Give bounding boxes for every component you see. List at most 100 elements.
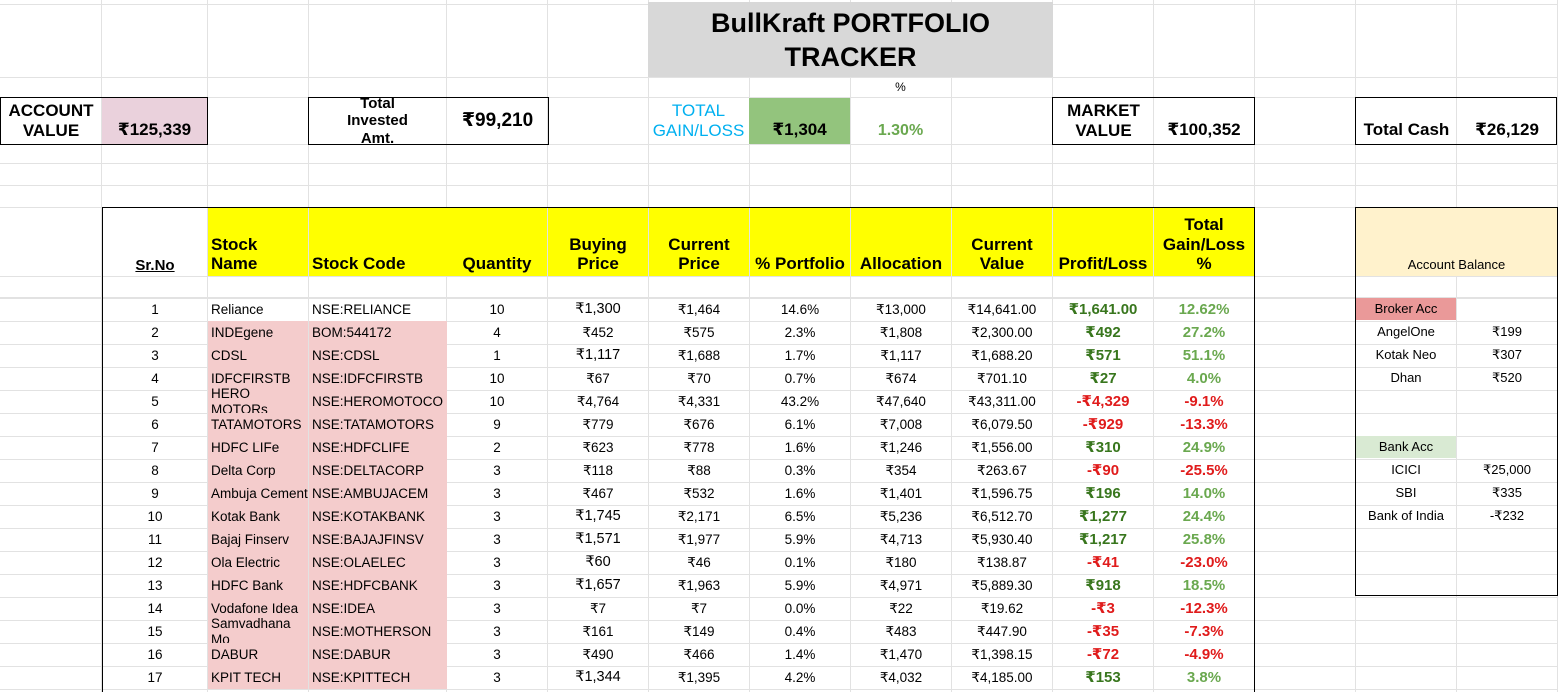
cell-port[interactable]: 6.5% bbox=[784, 508, 816, 524]
balance-name[interactable]: Dhan bbox=[1390, 370, 1422, 386]
cell-qty[interactable]: 3 bbox=[493, 623, 501, 639]
cell-name[interactable]: Bajaj Finserv bbox=[208, 528, 308, 551]
cell-curval[interactable]: ₹19.62 bbox=[980, 600, 1024, 616]
cell-gl[interactable]: -25.5% bbox=[1180, 461, 1228, 479]
cell-cur[interactable]: ₹1,977 bbox=[677, 531, 721, 547]
cell-alloc[interactable]: ₹674 bbox=[885, 370, 917, 386]
cell-curval[interactable]: ₹2,300.00 bbox=[971, 324, 1033, 340]
cell-gl[interactable]: -4.9% bbox=[1184, 645, 1224, 663]
total-invested-value[interactable]: ₹99,210 bbox=[461, 110, 534, 132]
cell-qty[interactable]: 3 bbox=[493, 462, 501, 478]
cell-cur[interactable]: ₹149 bbox=[683, 623, 715, 639]
cell-name[interactable]: TATAMOTORS bbox=[208, 413, 308, 436]
cell-name[interactable]: Vodafone Idea bbox=[208, 597, 308, 620]
cell-qty[interactable]: 4 bbox=[493, 324, 501, 340]
cell-port[interactable]: 0.1% bbox=[784, 554, 816, 570]
cell-cur[interactable]: ₹532 bbox=[683, 485, 715, 501]
cell-cur[interactable]: ₹2,171 bbox=[677, 508, 721, 524]
cell-sr[interactable]: 8 bbox=[151, 462, 159, 478]
cell-code[interactable]: NSE:RELIANCE bbox=[312, 301, 412, 317]
market-value[interactable]: ₹100,352 bbox=[1167, 120, 1241, 140]
cell-port[interactable]: 1.4% bbox=[784, 646, 816, 662]
cell-code[interactable]: NSE:AMBUJACEM bbox=[309, 482, 447, 505]
cell-name[interactable]: DABUR bbox=[208, 643, 308, 666]
balance-value[interactable]: ₹199 bbox=[1492, 324, 1522, 340]
cell-name[interactable]: Reliance bbox=[211, 301, 264, 317]
cell-buy[interactable]: ₹118 bbox=[582, 462, 614, 478]
cell-sr[interactable]: 9 bbox=[151, 485, 159, 501]
cell-sr[interactable]: 16 bbox=[147, 646, 163, 662]
cell-curval[interactable]: ₹263.67 bbox=[977, 462, 1027, 478]
cell-name[interactable]: HERO MOTORs bbox=[208, 386, 308, 417]
cell-cur[interactable]: ₹1,395 bbox=[677, 669, 721, 685]
cell-code[interactable]: NSE:DELTACORP bbox=[309, 459, 447, 482]
cell-sr[interactable]: 2 bbox=[151, 324, 159, 340]
cell-name[interactable]: Ambuja Cement bbox=[208, 482, 308, 505]
cell-alloc[interactable]: ₹483 bbox=[885, 623, 917, 639]
cell-gl[interactable]: 12.62% bbox=[1178, 300, 1230, 318]
total-gain-percent[interactable]: 1.30% bbox=[877, 121, 924, 139]
cell-name[interactable]: Samvadhana Mo bbox=[208, 616, 308, 647]
cell-pl[interactable]: ₹571 bbox=[1085, 346, 1121, 364]
cell-cur[interactable]: ₹1,963 bbox=[677, 577, 721, 593]
cell-qty[interactable]: 3 bbox=[493, 600, 501, 616]
cell-pl[interactable]: ₹1,641.00 bbox=[1068, 300, 1138, 318]
cell-buy[interactable]: ₹4,764 bbox=[576, 393, 620, 409]
cell-qty[interactable]: 3 bbox=[493, 554, 501, 570]
cell-name[interactable]: KPIT TECH bbox=[208, 666, 308, 689]
cell-port[interactable]: 2.3% bbox=[784, 324, 816, 340]
balance-value[interactable]: ₹25,000 bbox=[1482, 462, 1532, 478]
cell-alloc[interactable]: ₹354 bbox=[885, 462, 917, 478]
cell-buy[interactable]: ₹1,117 bbox=[575, 347, 621, 364]
balance-value[interactable]: ₹307 bbox=[1492, 347, 1522, 363]
cell-buy[interactable]: ₹623 bbox=[582, 439, 614, 455]
cell-gl[interactable]: 24.9% bbox=[1182, 438, 1226, 456]
cell-sr[interactable]: 4 bbox=[151, 370, 159, 386]
cell-code[interactable]: NSE:MOTHERSON bbox=[309, 620, 447, 643]
cell-port[interactable]: 0.3% bbox=[784, 462, 816, 478]
cell-pl[interactable]: ₹918 bbox=[1085, 576, 1121, 594]
cell-sr[interactable]: 1 bbox=[151, 301, 159, 317]
balance-value[interactable]: ₹335 bbox=[1492, 485, 1522, 501]
cell-pl[interactable]: -₹41 bbox=[1086, 553, 1120, 571]
cell-sr[interactable]: 12 bbox=[147, 554, 163, 570]
cell-gl[interactable]: 24.4% bbox=[1182, 507, 1226, 525]
cell-sr[interactable]: 17 bbox=[147, 669, 163, 685]
cell-gl[interactable]: 4.0% bbox=[1186, 369, 1222, 387]
cell-qty[interactable]: 10 bbox=[489, 370, 505, 386]
cell-port[interactable]: 43.2% bbox=[780, 393, 820, 409]
cell-sr[interactable]: 11 bbox=[147, 531, 162, 547]
cell-cur[interactable]: ₹1,464 bbox=[677, 301, 721, 317]
cell-pl[interactable]: ₹153 bbox=[1085, 668, 1121, 686]
cell-code[interactable]: NSE:IDEA bbox=[309, 597, 447, 620]
cell-name[interactable]: HDFC Bank bbox=[208, 574, 308, 597]
cell-code[interactable]: NSE:TATAMOTORS bbox=[309, 413, 447, 436]
cell-cur[interactable]: ₹575 bbox=[683, 324, 715, 340]
cell-curval[interactable]: ₹1,556.00 bbox=[971, 439, 1033, 455]
cell-curval[interactable]: ₹43,311.00 bbox=[968, 393, 1036, 409]
balance-name[interactable]: Bank of India bbox=[1368, 508, 1444, 524]
cell-qty[interactable]: 2 bbox=[493, 439, 501, 455]
cell-cur[interactable]: ₹676 bbox=[683, 416, 715, 432]
cell-buy[interactable]: ₹67 bbox=[586, 370, 610, 386]
cell-code[interactable]: NSE:DABUR bbox=[309, 643, 447, 666]
cell-pl[interactable]: ₹1,217 bbox=[1079, 530, 1127, 548]
cell-gl[interactable]: -7.3% bbox=[1184, 622, 1224, 640]
cell-name[interactable]: IDFCFIRSTB bbox=[208, 367, 308, 390]
cell-qty[interactable]: 10 bbox=[489, 301, 505, 317]
cell-pl[interactable]: -₹929 bbox=[1082, 415, 1124, 433]
cell-buy[interactable]: ₹490 bbox=[582, 646, 614, 662]
total-cash-value[interactable]: ₹26,129 bbox=[1475, 120, 1539, 140]
cell-code[interactable]: NSE:IDFCFIRSTB bbox=[309, 367, 447, 390]
cell-port[interactable]: 1.6% bbox=[784, 485, 816, 501]
cell-curval[interactable]: ₹5,930.40 bbox=[971, 531, 1033, 547]
cell-qty[interactable]: 3 bbox=[493, 577, 501, 593]
cell-cur[interactable]: ₹70 bbox=[687, 370, 711, 386]
cell-qty[interactable]: 9 bbox=[493, 416, 501, 432]
cell-port[interactable]: 1.6% bbox=[784, 439, 816, 455]
cell-port[interactable]: 14.6% bbox=[780, 301, 820, 317]
cell-name[interactable]: Kotak Bank bbox=[208, 505, 308, 528]
balance-name[interactable]: SBI bbox=[1395, 485, 1417, 501]
cell-qty[interactable]: 1 bbox=[493, 347, 501, 363]
cell-port[interactable]: 6.1% bbox=[784, 416, 816, 432]
